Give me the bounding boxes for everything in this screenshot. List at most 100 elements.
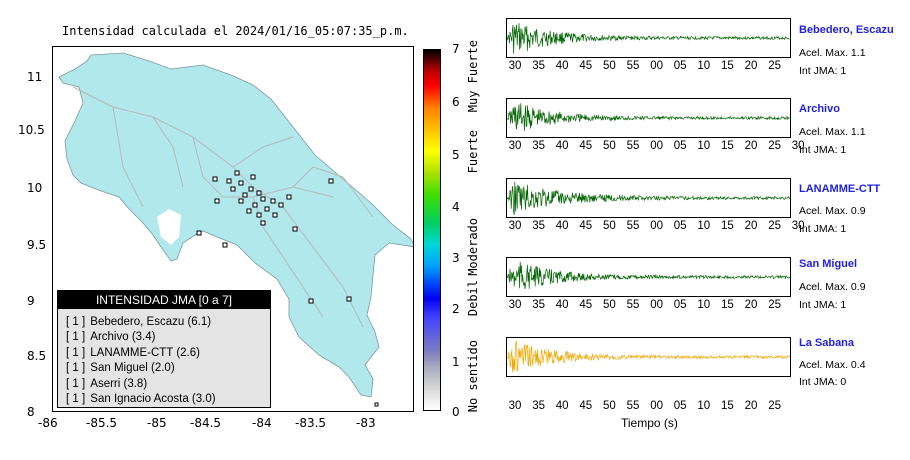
time-tick-label: 40 (555, 299, 569, 311)
colorbar-tick: 5 (452, 148, 460, 162)
time-tick-label: 50 (602, 60, 616, 72)
time-ticks: 30 35 40 45 50 55 00 05 10 15 20 25 30 (506, 140, 805, 154)
time-tick-label: 00 (650, 400, 663, 412)
colorbar-word: Moderado (466, 218, 480, 276)
time-tick-label: 25 (768, 220, 781, 232)
waveform (507, 181, 790, 215)
time-tick-label: 40 (555, 140, 569, 152)
time-tick-label: 55 (626, 60, 640, 72)
legend-item: [ 1 ] San Miguel (2.0) (66, 361, 270, 377)
colorbar-word: Fuerte (466, 130, 480, 174)
waveform-trace (507, 23, 790, 54)
legend-item-label: San Ignacio Acosta (3.0) (90, 393, 216, 406)
time-tick-label: 25 (768, 400, 781, 412)
trace-panel[interactable] (506, 257, 791, 297)
time-tick-label: 30 (791, 140, 805, 152)
time-tick-label: 25 (768, 140, 781, 152)
time-tick-label: 20 (744, 220, 758, 232)
trace-panel[interactable] (506, 18, 791, 58)
y-tick-label: 10 (27, 181, 43, 195)
x-tick-label: -83.5 (295, 416, 327, 430)
trace-panel[interactable] (506, 178, 791, 218)
time-tick-label: 05 (673, 140, 687, 152)
waveform-trace (507, 340, 790, 373)
time-axis-label: Tiempo (s) (621, 416, 678, 430)
y-tick-label: 8.5 (27, 349, 47, 363)
waveform (507, 340, 790, 373)
legend-item-code: [ 1 ] (66, 346, 86, 359)
time-tick-label: 05 (673, 220, 687, 232)
legend-item: [ 1 ] Archivo (3.4) (66, 330, 270, 346)
legend-item: [ 1 ] Bebedero, Escazu (6.1) (66, 314, 270, 330)
time-tick-label: 10 (697, 60, 711, 72)
legend-item-label: Bebedero, Escazu (6.1) (90, 315, 212, 328)
time-tick-label: 35 (532, 220, 545, 232)
time-tick-label: 10 (697, 400, 711, 412)
legend-item: [ 1 ] LANAMME-CTT (2.6) (66, 345, 270, 361)
time-tick-label: 15 (720, 400, 734, 412)
legend-item-code: [ 1 ] (66, 362, 86, 375)
trace-panel[interactable] (506, 98, 791, 138)
station-jma: Int JMA: 0 (799, 376, 847, 388)
time-tick-label: 10 (697, 299, 711, 311)
intensity-legend: INTENSIDAD JMA [0 a 7] [ 1 ] Bebedero, E… (57, 290, 271, 408)
time-tick-label: 25 (768, 60, 781, 72)
waveform-trace (507, 261, 790, 290)
costa-rica-map (58, 52, 413, 407)
time-ticks: 30 35 40 45 50 55 00 05 10 15 20 25 (506, 60, 791, 74)
station-accel: Acel. Max. 1.1 (799, 126, 866, 138)
x-tick-label: -83 (356, 416, 376, 430)
colorbar-word: Debil (466, 280, 480, 317)
colorbar-tick: 6 (452, 95, 460, 109)
colorbar-word: Muy Fuerte (466, 40, 480, 113)
legend-item-code: [ 1 ] (66, 393, 86, 406)
time-tick-label: 45 (579, 220, 593, 232)
legend-item-code: [ 1 ] (66, 331, 86, 344)
time-ticks: 30 35 40 45 50 55 00 05 10 15 20 25 30 (506, 220, 805, 234)
time-tick-label: 35 (532, 299, 545, 311)
time-tick-label: 35 (532, 140, 545, 152)
time-tick-label: 20 (744, 140, 758, 152)
time-tick-label: 30 (508, 60, 522, 72)
time-tick-label: 15 (720, 299, 734, 311)
station-jma: Int JMA: 1 (799, 144, 847, 156)
colorbar-tick: 4 (452, 200, 460, 214)
station-jma: Int JMA: 1 (799, 223, 847, 235)
time-tick-label: 10 (697, 220, 711, 232)
time-tick-label: 30 (508, 140, 522, 152)
trace-panel[interactable] (506, 337, 791, 377)
station-name: Bebedero, Escazu (799, 24, 894, 36)
legend-item-label: Archivo (3.4) (90, 331, 156, 344)
x-tick-label: -85 (147, 416, 167, 430)
waveform-trace (507, 103, 790, 132)
y-tick-label: 10.5 (18, 123, 45, 137)
map-title: Intensidad calculada el 2024/01/16_05:07… (62, 24, 409, 38)
time-tick-label: 50 (602, 400, 616, 412)
time-tick-label: 30 (508, 400, 522, 412)
time-tick-label: 15 (720, 60, 734, 72)
legend-list: [ 1 ] Bebedero, Escazu (6.1) [ 1 ] Archi… (58, 309, 270, 407)
station-accel: Acel. Max. 0.4 (799, 359, 866, 371)
time-tick-label: 20 (744, 60, 758, 72)
legend-item-label: Aserri (3.8) (90, 377, 148, 390)
station-accel: Acel. Max. 0.9 (799, 281, 866, 293)
time-tick-label: 20 (744, 400, 758, 412)
x-tick-label: -84.5 (190, 416, 222, 430)
time-tick-label: 05 (673, 60, 687, 72)
time-tick-label: 30 (791, 220, 805, 232)
time-tick-label: 55 (626, 299, 640, 311)
x-tick-label: -86 (38, 416, 58, 430)
x-tick-label: -84 (252, 416, 272, 430)
time-tick-label: 55 (626, 400, 640, 412)
station-jma: Int JMA: 1 (799, 299, 847, 311)
station-jma: Int JMA: 1 (799, 65, 847, 77)
waveform (507, 103, 790, 132)
time-tick-label: 50 (602, 140, 616, 152)
y-tick-label: 8 (27, 405, 35, 419)
colorbar-tick: 7 (452, 42, 460, 56)
time-tick-label: 00 (650, 140, 663, 152)
legend-header: INTENSIDAD JMA [0 a 7] (58, 291, 270, 309)
legend-item-label: San Miguel (2.0) (90, 362, 175, 375)
time-tick-label: 00 (650, 60, 663, 72)
station-name: San Miguel (799, 258, 858, 270)
